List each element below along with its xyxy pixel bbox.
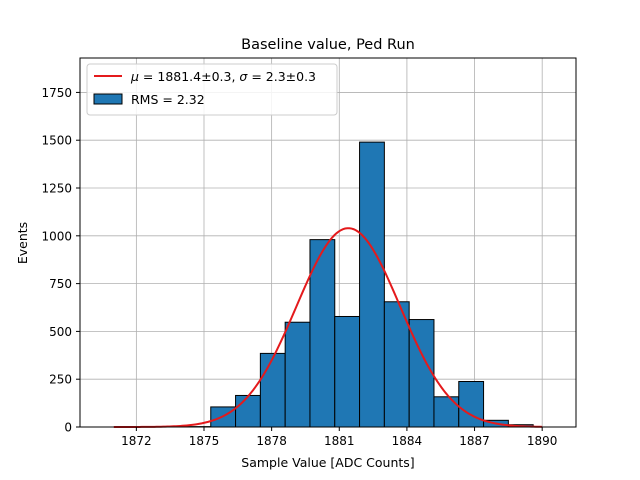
x-tick-label: 1881	[324, 434, 355, 448]
x-axis-label: Sample Value [ADC Counts]	[241, 455, 414, 470]
legend-frame	[86, 63, 338, 116]
histogram-bar	[259, 352, 286, 428]
chart-title: Baseline value, Ped Run	[241, 37, 415, 53]
plot-frame	[79, 57, 577, 428]
legend-rms-label: RMS = 2.32	[131, 92, 205, 107]
x-tick-label: 1872	[121, 434, 152, 448]
x-tick-label: 1875	[189, 434, 220, 448]
histogram-bar	[458, 380, 485, 428]
y-tick-label: 0	[64, 421, 72, 435]
x-tick-label: 1878	[256, 434, 287, 448]
x-axis-ticks: 1872 1875 1878 1881 1884 1887 1890	[121, 427, 557, 448]
histogram-bar	[334, 315, 361, 428]
histogram-bar	[284, 321, 311, 428]
legend-mu-value: = 1881.4±0.3,	[139, 69, 239, 84]
histogram-bar	[235, 394, 261, 428]
y-tick-label: 500	[49, 325, 72, 339]
histogram-bar	[433, 396, 460, 428]
y-tick-label: 1250	[41, 182, 72, 196]
y-tick-label: 1500	[41, 134, 72, 148]
legend-sigma-value: = 2.3±0.3	[247, 69, 316, 84]
legend-fit-label: μ = 1881.4±0.3, σ = 2.3±0.3	[130, 69, 316, 84]
histogram-bar	[309, 239, 336, 428]
y-tick-label: 750	[49, 277, 72, 291]
y-tick-label: 250	[49, 373, 72, 387]
y-axis-ticks: 0 250 500 750 1000 1250 1500 1750	[41, 86, 80, 435]
x-tick-label: 1890	[527, 434, 558, 448]
y-axis-label: Events	[15, 222, 30, 264]
x-tick-label: 1887	[459, 434, 490, 448]
legend: μ = 1881.4±0.3, σ = 2.3±0.3 RMS = 2.32	[86, 63, 338, 116]
y-tick-label: 1750	[41, 86, 72, 100]
gaussian-fit-curve	[113, 227, 543, 428]
y-tick-label: 1000	[41, 229, 72, 243]
legend-mu-symbol: μ	[130, 69, 139, 84]
x-tick-label: 1884	[392, 434, 423, 448]
legend-histogram-swatch	[93, 93, 123, 105]
histogram-bars	[185, 141, 534, 428]
histogram-bar	[359, 141, 385, 428]
legend-sigma-symbol: σ	[239, 69, 248, 84]
